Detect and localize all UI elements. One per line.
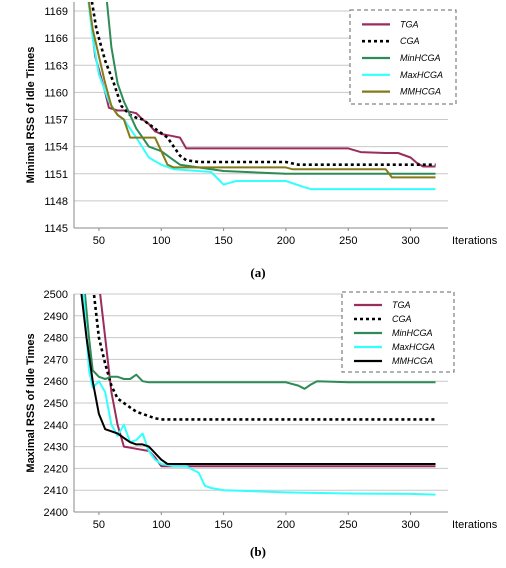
legend-label-maxhcga: MaxHCGA bbox=[400, 70, 443, 80]
legend-label-mmhcga: MMHCGA bbox=[392, 356, 433, 366]
y-tick-label: 1151 bbox=[44, 169, 68, 181]
figure-caption: (b) bbox=[250, 544, 266, 559]
y-tick-label: 2430 bbox=[44, 442, 68, 454]
legend: TGA CGA MinHCGA MaxHCGA MMHCGA bbox=[349, 9, 457, 105]
x-tick-label: 250 bbox=[339, 519, 357, 531]
legend-label-tga: TGA bbox=[400, 19, 419, 29]
y-tick-label: 1160 bbox=[44, 87, 68, 99]
x-tick-label: 250 bbox=[339, 235, 357, 247]
y-tick-label: 2400 bbox=[44, 507, 68, 519]
chart-b: 2400 2410 2420 2430 2440 2450 2460 2470 2480 2490… bbox=[25, 289, 498, 559]
series-line-tga bbox=[87, 2, 436, 168]
series-line-minhcga bbox=[83, 294, 436, 390]
legend-label-cga: CGA bbox=[400, 36, 420, 46]
x-tick-label: 300 bbox=[401, 235, 419, 247]
series-line-mmhcga bbox=[87, 2, 436, 179]
legend-label-minhcga: MinHCGA bbox=[400, 53, 441, 63]
y-tick-label: 2480 bbox=[44, 333, 68, 345]
chart-a: 1145 1148 1151 1154 1157 1160 1163 1166 1169 50 10… bbox=[25, 2, 498, 280]
y-tick-label: 1166 bbox=[44, 33, 68, 45]
legend-label-tga: TGA bbox=[392, 300, 411, 310]
y-tick-label: 1157 bbox=[44, 115, 68, 127]
y-tick-label: 2490 bbox=[44, 311, 68, 323]
series-line-maxhcga bbox=[82, 294, 436, 496]
series-line-cga bbox=[90, 2, 436, 166]
y-tick-label: 1154 bbox=[44, 142, 68, 154]
series-line-minhcga bbox=[105, 2, 436, 175]
x-tick-label: 150 bbox=[214, 519, 232, 531]
y-tick-label: 1145 bbox=[44, 223, 68, 235]
x-tick-label: 150 bbox=[214, 235, 232, 247]
series-line-tga bbox=[99, 294, 436, 468]
y-tick-label: 2470 bbox=[44, 354, 68, 366]
legend-label-mmhcga: MMHCGA bbox=[400, 87, 441, 97]
y-tick-label: 1169 bbox=[44, 6, 68, 18]
y-tick-label: 2440 bbox=[44, 420, 68, 432]
x-tick-label: 100 bbox=[152, 519, 170, 531]
legend: TGA CGA MinHCGA MaxHCGA MMHCGA bbox=[341, 291, 455, 373]
y-tick-label: 2420 bbox=[44, 463, 68, 475]
x-tick-label: 200 bbox=[277, 235, 295, 247]
legend-label-cga: CGA bbox=[392, 314, 412, 324]
y-tick-label: 2460 bbox=[44, 376, 68, 388]
figure-caption: (a) bbox=[250, 265, 265, 280]
series-group bbox=[87, 2, 436, 191]
x-tick-label: 50 bbox=[93, 235, 105, 247]
y-axis-label: Minimal RSS of Idle Times bbox=[25, 47, 37, 184]
legend-label-maxhcga: MaxHCGA bbox=[392, 342, 435, 352]
legend-label-minhcga: MinHCGA bbox=[392, 328, 433, 338]
x-tick-label: 300 bbox=[401, 519, 419, 531]
y-tick-label: 2410 bbox=[44, 485, 68, 497]
x-tick-label: 50 bbox=[93, 519, 105, 531]
y-axis-label: Maximal RSS of Idle Times bbox=[25, 333, 37, 472]
x-axis-label: Iterations bbox=[452, 235, 498, 247]
y-tick-label: 2450 bbox=[44, 398, 68, 410]
y-tick-label: 1163 bbox=[44, 60, 68, 72]
y-tick-label: 2500 bbox=[44, 289, 68, 301]
x-axis-label: Iterations bbox=[452, 519, 498, 531]
x-tick-label: 100 bbox=[152, 235, 170, 247]
y-tick-label: 1148 bbox=[44, 196, 68, 208]
series-line-mmhcga bbox=[80, 294, 436, 465]
x-tick-label: 200 bbox=[277, 519, 295, 531]
series-group bbox=[80, 294, 436, 496]
